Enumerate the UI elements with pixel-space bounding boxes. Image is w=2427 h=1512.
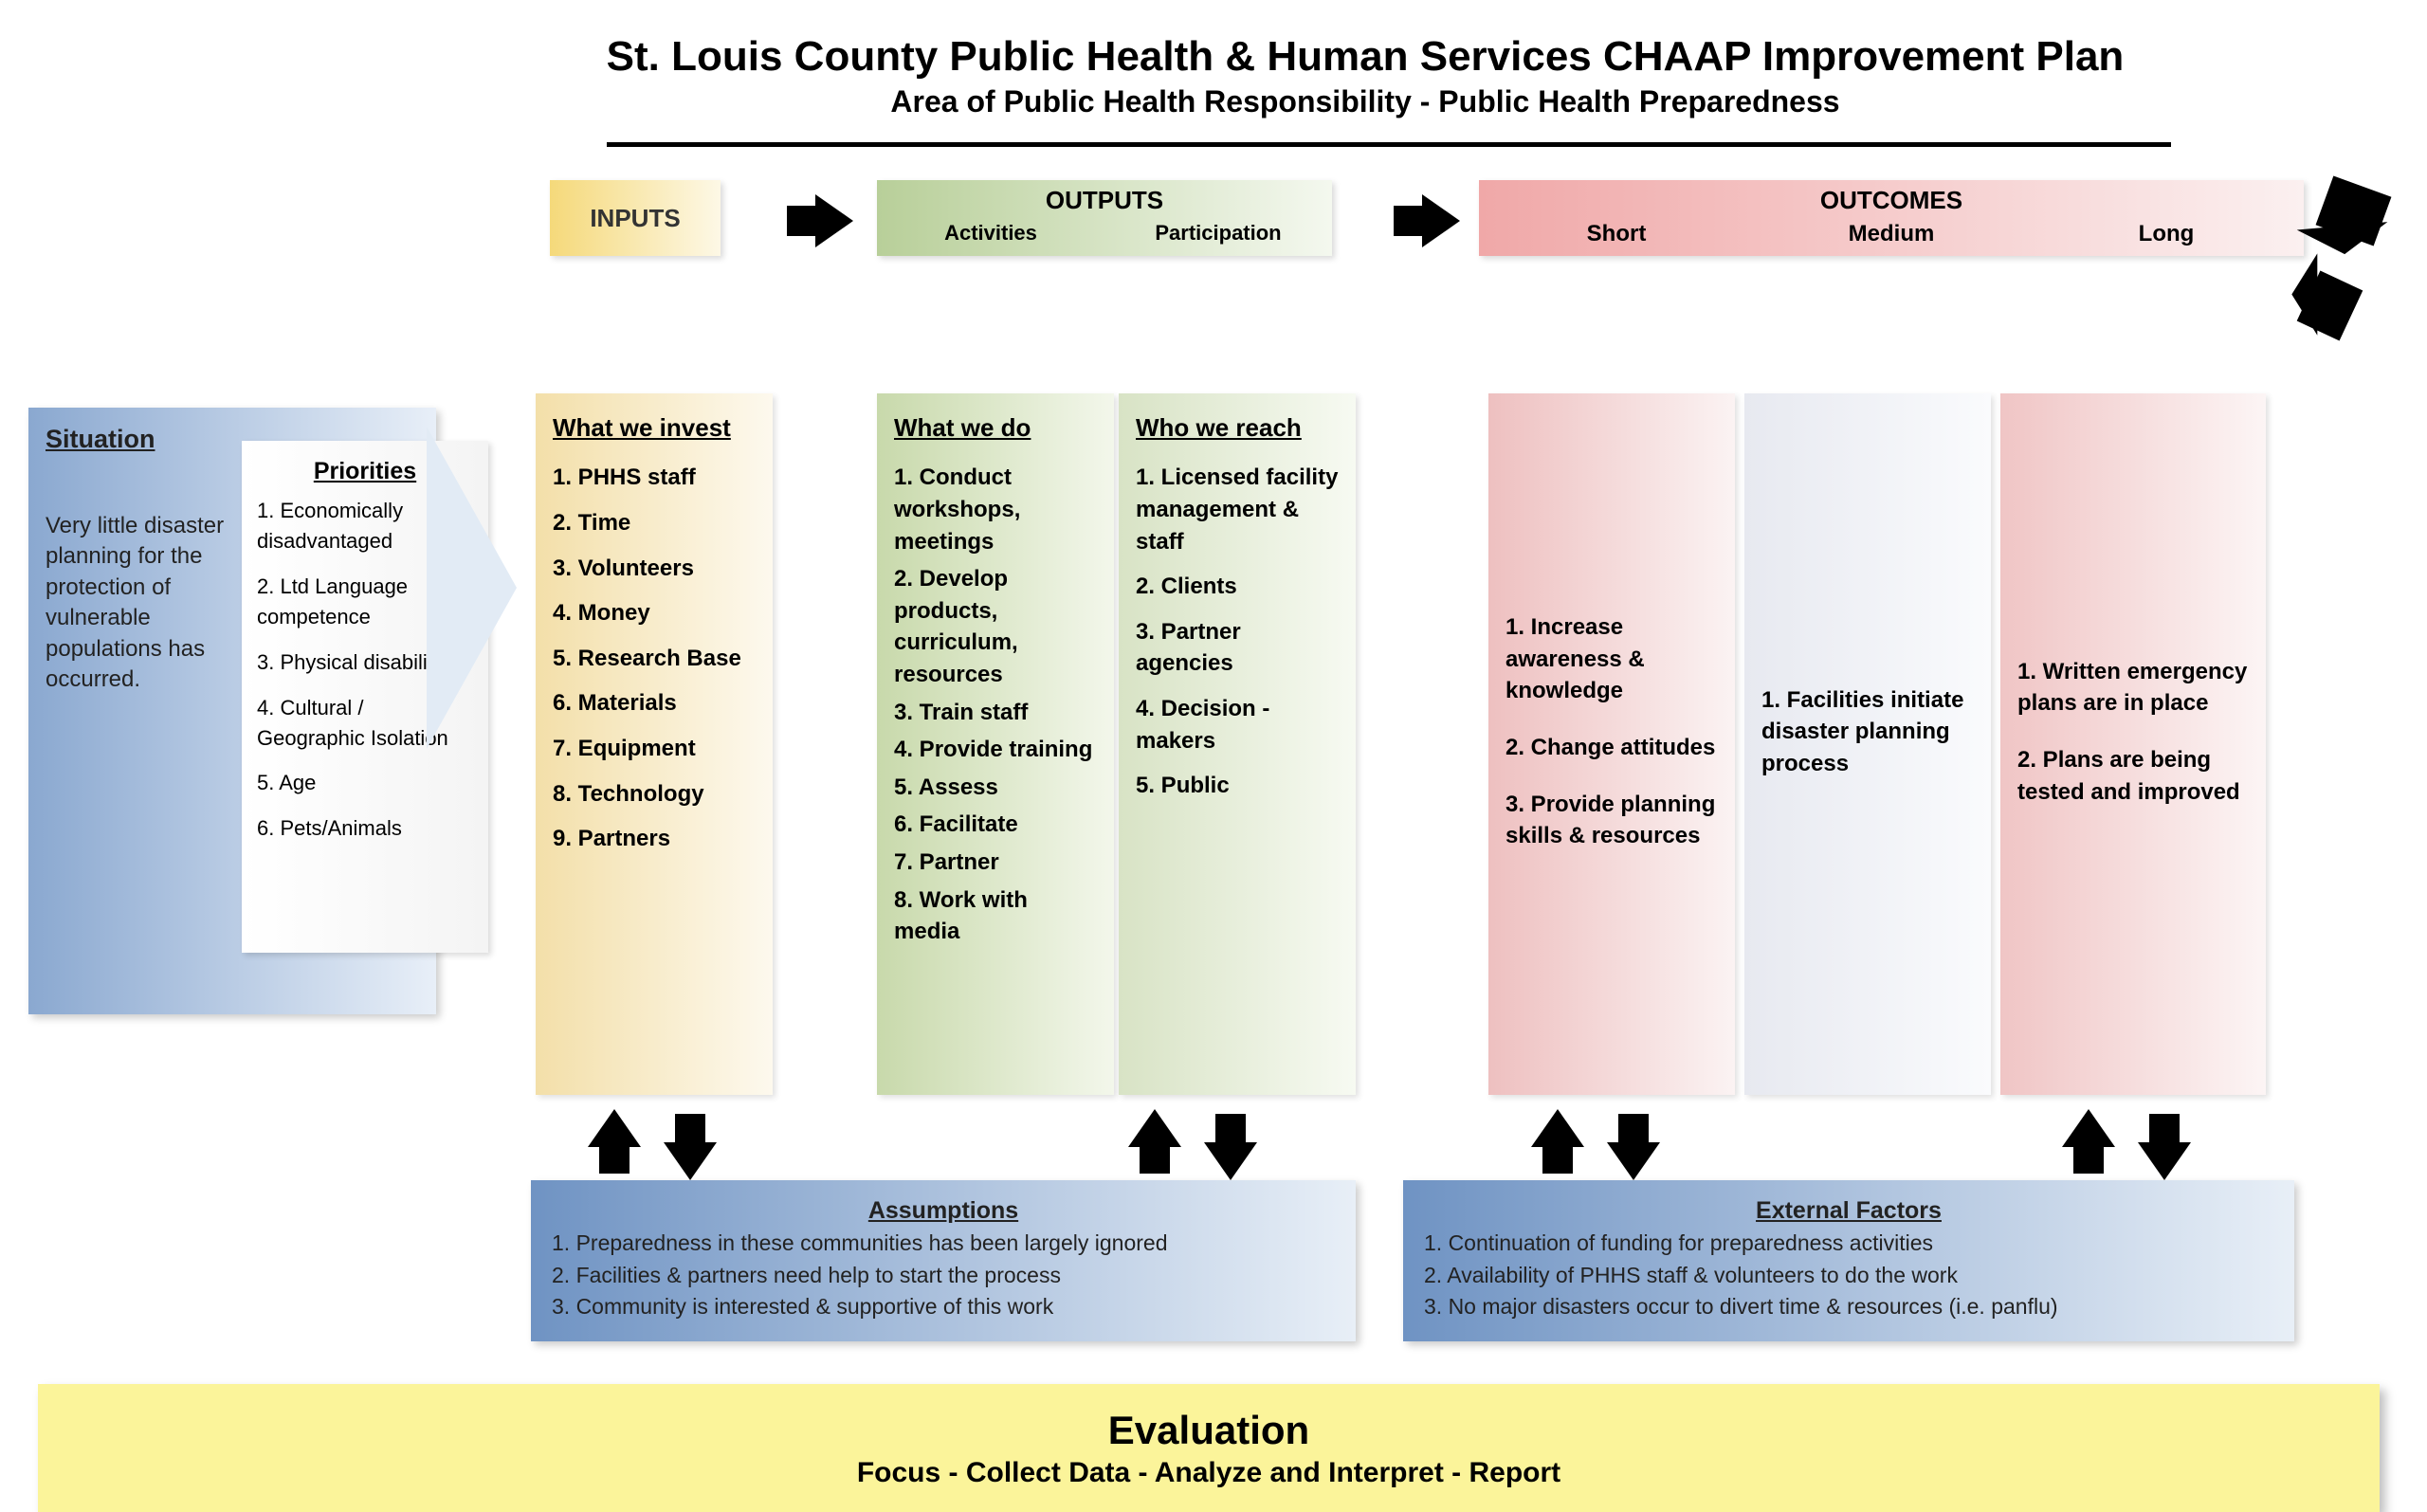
header-outcomes-label: OUTCOMES bbox=[1820, 186, 1962, 215]
activities-item: 3. Train staff bbox=[894, 697, 1097, 729]
activities-item: 1. Conduct workshops, meetings bbox=[894, 462, 1097, 557]
arrow-right-icon bbox=[1422, 194, 1460, 247]
activities-item: 5. Assess bbox=[894, 772, 1097, 804]
arrow-down-icon bbox=[2138, 1142, 2191, 1180]
inputs-title: What we invest bbox=[553, 410, 756, 445]
inputs-item: 2. Time bbox=[553, 507, 756, 539]
cycle-arrow-icon bbox=[2297, 271, 2363, 341]
outcomes-short-column: 1. Increase awareness & knowledge 2. Cha… bbox=[1488, 393, 1735, 1095]
title-underline bbox=[607, 142, 2171, 147]
external-factors-item: 3. No major disasters occur to divert ti… bbox=[1424, 1291, 2273, 1322]
arrow-up-icon bbox=[588, 1109, 641, 1147]
outcomes-medium-column: 1. Facilities initiate disaster planning… bbox=[1744, 393, 1991, 1095]
arrow-down-icon bbox=[664, 1142, 717, 1180]
priority-item: 6. Pets/Animals bbox=[257, 813, 473, 844]
arrow-down-icon bbox=[1607, 1142, 1660, 1180]
header-outputs-label: OUTPUTS bbox=[1046, 186, 1163, 215]
activities-item: 2. Develop products, curriculum, resourc… bbox=[894, 563, 1097, 690]
situation-body: Very little disaster planning for the pr… bbox=[46, 511, 235, 695]
header-outputs-participation: Participation bbox=[1104, 221, 1332, 246]
external-factors-title: External Factors bbox=[1424, 1193, 2273, 1228]
page-title: St. Louis County Public Health & Human S… bbox=[417, 33, 2313, 81]
header-outcomes-short: Short bbox=[1479, 221, 1754, 247]
inputs-item: 1. PHHS staff bbox=[553, 462, 756, 494]
arrow-down-icon bbox=[1204, 1142, 1257, 1180]
inputs-item: 9. Partners bbox=[553, 823, 756, 855]
arrow-up-icon bbox=[2062, 1109, 2115, 1147]
header-outcomes-medium: Medium bbox=[1754, 221, 2029, 247]
outcome-long-item: 1. Written emergency plans are in place bbox=[2017, 656, 2249, 720]
arrow-up-icon bbox=[1128, 1109, 1181, 1147]
page-title-block: St. Louis County Public Health & Human S… bbox=[417, 33, 2313, 119]
cycle-arrow-icon bbox=[2316, 176, 2392, 246]
participation-item: 1. Licensed facility management & staff bbox=[1136, 462, 1339, 557]
assumptions-item: 1. Preparedness in these communities has… bbox=[552, 1228, 1335, 1259]
header-inputs-label: INPUTS bbox=[590, 204, 680, 233]
evaluation-subtitle: Focus - Collect Data - Analyze and Inter… bbox=[857, 1457, 1560, 1489]
external-factors-item: 2. Availability of PHHS staff & voluntee… bbox=[1424, 1260, 2273, 1291]
inputs-column: What we invest 1. PHHS staff 2. Time 3. … bbox=[536, 393, 773, 1095]
participation-title: Who we reach bbox=[1136, 410, 1339, 445]
participation-item: 5. Public bbox=[1136, 770, 1339, 802]
assumptions-title: Assumptions bbox=[552, 1193, 1335, 1228]
participation-item: 2. Clients bbox=[1136, 571, 1339, 603]
page-subtitle: Area of Public Health Responsibility - P… bbox=[417, 84, 2313, 119]
activities-item: 6. Facilitate bbox=[894, 809, 1097, 841]
outcome-long-item: 2. Plans are being tested and improved bbox=[2017, 744, 2249, 808]
header-inputs: INPUTS bbox=[550, 180, 721, 256]
arrow-up-icon bbox=[1531, 1109, 1584, 1147]
inputs-item: 6. Materials bbox=[553, 687, 756, 720]
outcome-short-item: 3. Provide planning skills & resources bbox=[1505, 789, 1718, 852]
evaluation-title: Evaluation bbox=[1108, 1408, 1309, 1453]
triangle-pointer-icon bbox=[427, 427, 517, 749]
activities-item: 4. Provide training bbox=[894, 734, 1097, 766]
arrow-right-icon bbox=[815, 194, 853, 247]
assumptions-item: 3. Community is interested & supportive … bbox=[552, 1291, 1335, 1322]
inputs-item: 5. Research Base bbox=[553, 643, 756, 675]
evaluation-bar: Evaluation Focus - Collect Data - Analyz… bbox=[38, 1384, 2380, 1512]
header-outcomes: OUTCOMES Short Medium Long bbox=[1479, 180, 2304, 256]
assumptions-box: Assumptions 1. Preparedness in these com… bbox=[531, 1180, 1356, 1341]
external-factors-box: External Factors 1. Continuation of fund… bbox=[1403, 1180, 2294, 1341]
activities-column: What we do 1. Conduct workshops, meeting… bbox=[877, 393, 1114, 1095]
inputs-item: 4. Money bbox=[553, 597, 756, 629]
outcome-short-item: 2. Change attitudes bbox=[1505, 732, 1718, 764]
outcomes-long-column: 1. Written emergency plans are in place … bbox=[2000, 393, 2266, 1095]
outcome-short-item: 1. Increase awareness & knowledge bbox=[1505, 611, 1718, 707]
participation-column: Who we reach 1. Licensed facility manage… bbox=[1119, 393, 1356, 1095]
header-outcomes-long: Long bbox=[2029, 221, 2304, 247]
activities-item: 7. Partner bbox=[894, 847, 1097, 879]
header-outputs: OUTPUTS Activities Participation bbox=[877, 180, 1332, 256]
activities-item: 8. Work with media bbox=[894, 884, 1097, 948]
inputs-item: 8. Technology bbox=[553, 778, 756, 811]
activities-title: What we do bbox=[894, 410, 1097, 445]
logic-model-diagram: St. Louis County Public Health & Human S… bbox=[19, 19, 2408, 1462]
external-factors-item: 1. Continuation of funding for preparedn… bbox=[1424, 1228, 2273, 1259]
participation-item: 4. Decision - makers bbox=[1136, 693, 1339, 756]
priority-item: 5. Age bbox=[257, 768, 473, 798]
outcome-medium-item: 1. Facilities initiate disaster planning… bbox=[1761, 684, 1974, 780]
inputs-item: 7. Equipment bbox=[553, 733, 756, 765]
assumptions-item: 2. Facilities & partners need help to st… bbox=[552, 1260, 1335, 1291]
header-outputs-activities: Activities bbox=[877, 221, 1104, 246]
inputs-item: 3. Volunteers bbox=[553, 553, 756, 585]
participation-item: 3. Partner agencies bbox=[1136, 616, 1339, 680]
